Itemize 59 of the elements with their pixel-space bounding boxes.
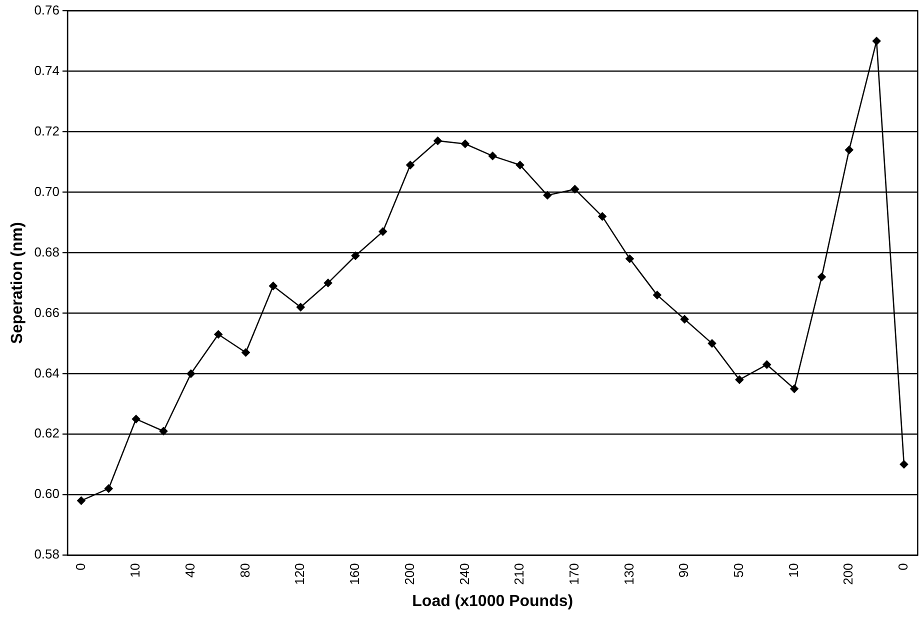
point <box>104 484 113 493</box>
y-tick-label: 0.68 <box>34 244 60 260</box>
point <box>378 227 388 236</box>
y-tick-label: 0.58 <box>34 546 60 562</box>
x-tick-label: 240 <box>456 563 472 585</box>
point <box>844 146 854 154</box>
x-axis-title: Load (x1000 Pounds) <box>412 592 574 610</box>
y-tick-label: 0.66 <box>34 304 60 320</box>
point <box>351 252 360 260</box>
x-tick-label: 90 <box>676 563 692 578</box>
y-tick-label: 0.70 <box>34 184 60 199</box>
point <box>516 160 524 170</box>
point <box>626 254 634 263</box>
point <box>680 315 689 324</box>
point <box>598 212 606 221</box>
point <box>488 152 497 160</box>
point <box>708 339 716 348</box>
point <box>818 272 826 282</box>
x-tick-label: 40 <box>182 563 198 578</box>
x-tick-label: 200 <box>840 563 856 585</box>
point <box>900 460 908 469</box>
point <box>790 384 798 393</box>
y-tick-label: 0.64 <box>34 365 60 380</box>
point <box>186 370 196 378</box>
point <box>762 360 772 369</box>
x-tick-label: 10 <box>786 563 801 578</box>
x-tick-label: 10 <box>128 563 143 578</box>
point <box>461 140 470 148</box>
x-tick-label: 130 <box>621 563 636 585</box>
point <box>132 414 140 424</box>
point <box>406 160 414 170</box>
point <box>324 278 332 288</box>
y-tick-label: 0.72 <box>34 123 60 138</box>
x-tick-label: 210 <box>512 563 527 585</box>
x-tick-label: 160 <box>347 563 362 585</box>
point <box>159 426 168 436</box>
point <box>735 376 744 384</box>
point <box>269 282 278 290</box>
y-tick-label: 0.60 <box>34 486 60 502</box>
point <box>242 348 250 357</box>
y-tick-label: 0.74 <box>34 62 60 78</box>
y-tick-label: 0.76 <box>34 2 60 18</box>
point <box>77 496 86 505</box>
x-tick-label: 0 <box>72 563 88 570</box>
point <box>653 290 662 300</box>
y-axis-title: Seperation (nm) <box>9 222 26 344</box>
point <box>570 185 580 194</box>
point <box>543 191 552 200</box>
point <box>296 302 305 312</box>
x-tick-label: 200 <box>402 563 417 585</box>
x-tick-label: 120 <box>292 563 308 585</box>
x-tick-label: 0 <box>896 563 911 570</box>
point <box>872 36 881 46</box>
point <box>434 136 442 145</box>
x-tick-label: 80 <box>237 563 252 578</box>
point <box>214 330 222 339</box>
y-tick-label: 0.62 <box>34 426 60 441</box>
x-tick-label: 170 <box>566 563 582 585</box>
x-tick-label: 50 <box>731 563 746 578</box>
